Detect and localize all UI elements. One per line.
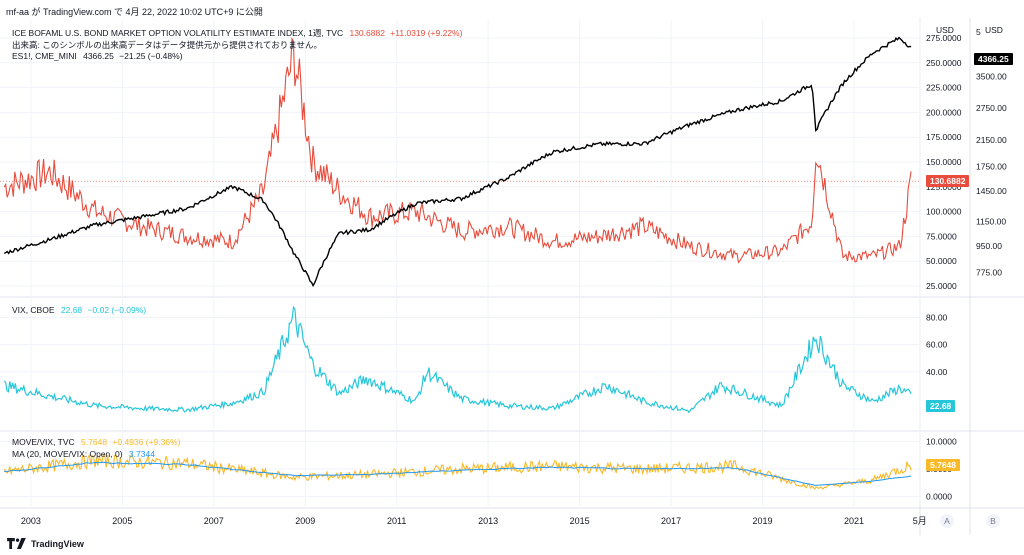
vix-legend-value: 22.68 [60,305,83,315]
ma-series-line [4,461,912,486]
time-tick-label: 5月 [913,516,927,526]
vix-legend[interactable]: VIX, CBOE 22.68 −0.02 (−0.09%) [12,305,146,315]
time-tick-label: 2011 [387,516,406,526]
time-tick-label: 2009 [295,516,315,526]
move-legend[interactable]: ICE BOFAML U.S. BOND MARKET OPTION VOLAT… [12,27,462,39]
vix-axis-tick: 60.00 [926,340,948,350]
right-axis-tick: 2150.00 [976,135,1007,145]
vix-legend-change: −0.02 (−0.09%) [87,305,147,315]
move-legend-name: ICE BOFAML U.S. BOND MARKET OPTION VOLAT… [12,28,344,38]
left-axis-tick: 225.0000 [926,83,962,93]
right-axis-tick: 775.00 [976,268,1002,278]
time-tick-label: 2005 [112,516,132,526]
ratio-legend-value: 5.7648 [81,437,108,447]
publish-line: mf-aa が TradingView.com で 4月 22, 2022 10… [6,7,263,17]
vix-legend-name: VIX, CBOE [12,305,55,315]
left-axis-tick: 75.0000 [926,231,957,241]
tradingview-logo-icon [7,538,26,549]
time-tick-label: 2007 [204,516,224,526]
move-price-tag: 130.6882 [926,175,970,187]
move-series-line [3,37,912,264]
scale-b-icon[interactable]: B [986,514,1000,528]
right-axis-tick: 2750.00 [976,103,1007,113]
right-axis-tick: 1750.00 [976,162,1007,172]
ratio-series-line [3,453,912,490]
es-legend-value: 4366.25 [83,51,114,61]
ratio-legend-change: +0.4936 (+9.36%) [112,437,181,447]
axis-layer: 2003 2005 2007 2009 2011 2013 2015 2017 2019 2021… [21,27,1007,526]
move-legend-change: +11.0319 (+9.22%) [390,28,463,38]
ratio-axis-tick: 10.0000 [926,437,957,447]
left-axis-tick: 250.0000 [926,58,962,68]
es-legend-change: −21.25 (−0.48%) [119,51,183,61]
right-axis-tick: 5 [976,27,981,37]
right-axis-tick: 1150.00 [976,216,1006,226]
grid-layer [0,18,1024,535]
right-axis-tick: 950.00 [976,241,1002,251]
left-axis-tick: 100.0000 [926,207,962,217]
series-layer [0,36,920,490]
es-price-tag: 4366.25 [974,53,1013,65]
es-series-line [3,36,912,288]
es-legend[interactable]: ES1!, CME_MINI 4366.25 −21.25 (−0.48%) [12,51,183,61]
brand-label: TradingView [31,538,84,549]
left-axis-tick: 25.0000 [926,281,957,291]
ratio-legend-name: MOVE/VIX, TVC [12,437,75,447]
ma-legend-value: 3.7344 [128,449,155,459]
vix-price-tag: 22.68 [926,400,956,412]
move-legend-value: 130.6882 [349,28,385,38]
left-axis-tick: 50.0000 [926,256,957,266]
right-axis-unit: USD [985,25,1003,35]
vix-axis-tick: 80.00 [926,313,948,323]
left-axis-tick: 150.0000 [926,157,962,167]
scale-a-icon[interactable]: A [940,514,954,528]
vix-series-line [3,305,912,414]
volume-notice: 出来高: このシンボルの出来高データはデータ提供元から提供されておりません。 [12,40,322,50]
left-axis-tick: 175.0000 [926,132,962,142]
time-tick-label: 2019 [753,516,773,526]
ratio-price-tag: 5.7648 [926,459,960,471]
ratio-axis-tick: 0.0000 [926,492,952,502]
left-axis-unit: USD [936,25,954,35]
vix-axis-tick: 40.00 [926,367,948,377]
time-tick-label: 2015 [570,516,590,526]
ratio-legend[interactable]: MOVE/VIX, TVC 5.7648 +0.4936 (+9.36%) [12,437,180,447]
time-tick-label: 2017 [661,516,681,526]
time-tick-label: 2013 [478,516,498,526]
right-axis-tick: 3500.00 [976,71,1007,81]
es-legend-name: ES1!, CME_MINI [12,51,77,61]
footer-brand[interactable]: TradingView [7,538,84,549]
right-axis-tick: 1450.00 [976,186,1007,196]
ma-legend-name: MA (20, MOVE/VIX: Open, 0) [12,449,123,459]
ma-legend[interactable]: MA (20, MOVE/VIX: Open, 0) 3.7344 [12,449,155,459]
left-axis-tick: 275.0000 [926,33,962,43]
time-tick-label: 2021 [844,516,864,526]
time-tick-label: 2003 [21,516,41,526]
left-axis-tick: 200.0000 [926,107,962,117]
